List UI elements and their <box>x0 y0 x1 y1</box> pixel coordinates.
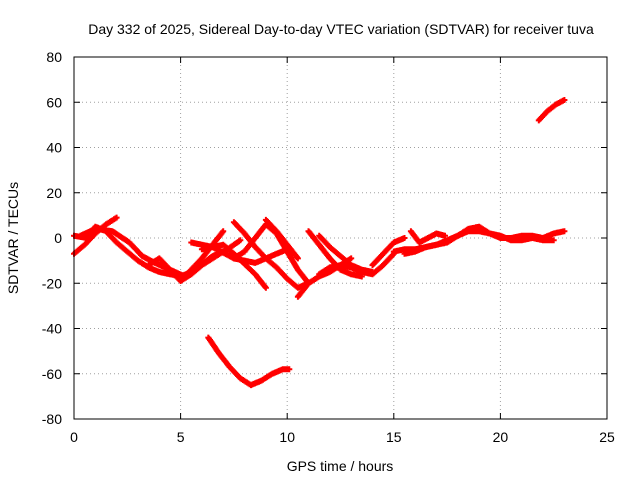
series-sat-11 <box>205 334 293 389</box>
chart-title: Day 332 of 2025, Sidereal Day-to-day VTE… <box>88 21 594 37</box>
series-sat-20 <box>535 97 568 124</box>
series-markers <box>401 223 557 257</box>
y-tick-label: 0 <box>54 230 62 246</box>
series-sat-19 <box>407 228 448 246</box>
y-tick-label: -60 <box>42 366 62 382</box>
series-sat-09 <box>230 219 312 291</box>
x-tick-label: 10 <box>279 429 295 445</box>
x-tick-label: 15 <box>386 429 402 445</box>
x-tick-label: 25 <box>599 429 615 445</box>
data-series <box>71 97 568 389</box>
x-tick-label: 0 <box>70 429 78 445</box>
series-markers <box>230 219 312 291</box>
y-tick-label: -80 <box>42 411 62 427</box>
y-tick-label: 20 <box>46 185 62 201</box>
y-axis-label: SDTVAR / TECUs <box>5 182 21 294</box>
series-markers <box>407 228 448 246</box>
series-markers <box>369 235 408 269</box>
series-markers <box>262 216 301 262</box>
y-tick-label: 80 <box>46 49 62 65</box>
series-markers <box>316 250 397 278</box>
series-markers <box>205 334 293 389</box>
x-axis-label: GPS time / hours <box>287 458 394 474</box>
series-markers <box>535 97 568 124</box>
y-tick-label: -20 <box>42 275 62 291</box>
x-tick-label: 5 <box>177 429 185 445</box>
tick-labels: 0 5 10 15 20 25 -80 -60 -40 -20 0 20 40 60 80 <box>42 49 615 445</box>
series-sat-10 <box>262 216 301 262</box>
y-tick-label: -40 <box>42 321 62 337</box>
series-sat-16 <box>369 235 408 269</box>
plot-frame <box>73 56 608 420</box>
y-tick-label: 60 <box>46 94 62 110</box>
x-tick-label: 20 <box>493 429 509 445</box>
series-sat-15 <box>316 250 397 278</box>
series-sat-18 <box>401 223 557 257</box>
y-tick-label: 40 <box>46 140 62 156</box>
